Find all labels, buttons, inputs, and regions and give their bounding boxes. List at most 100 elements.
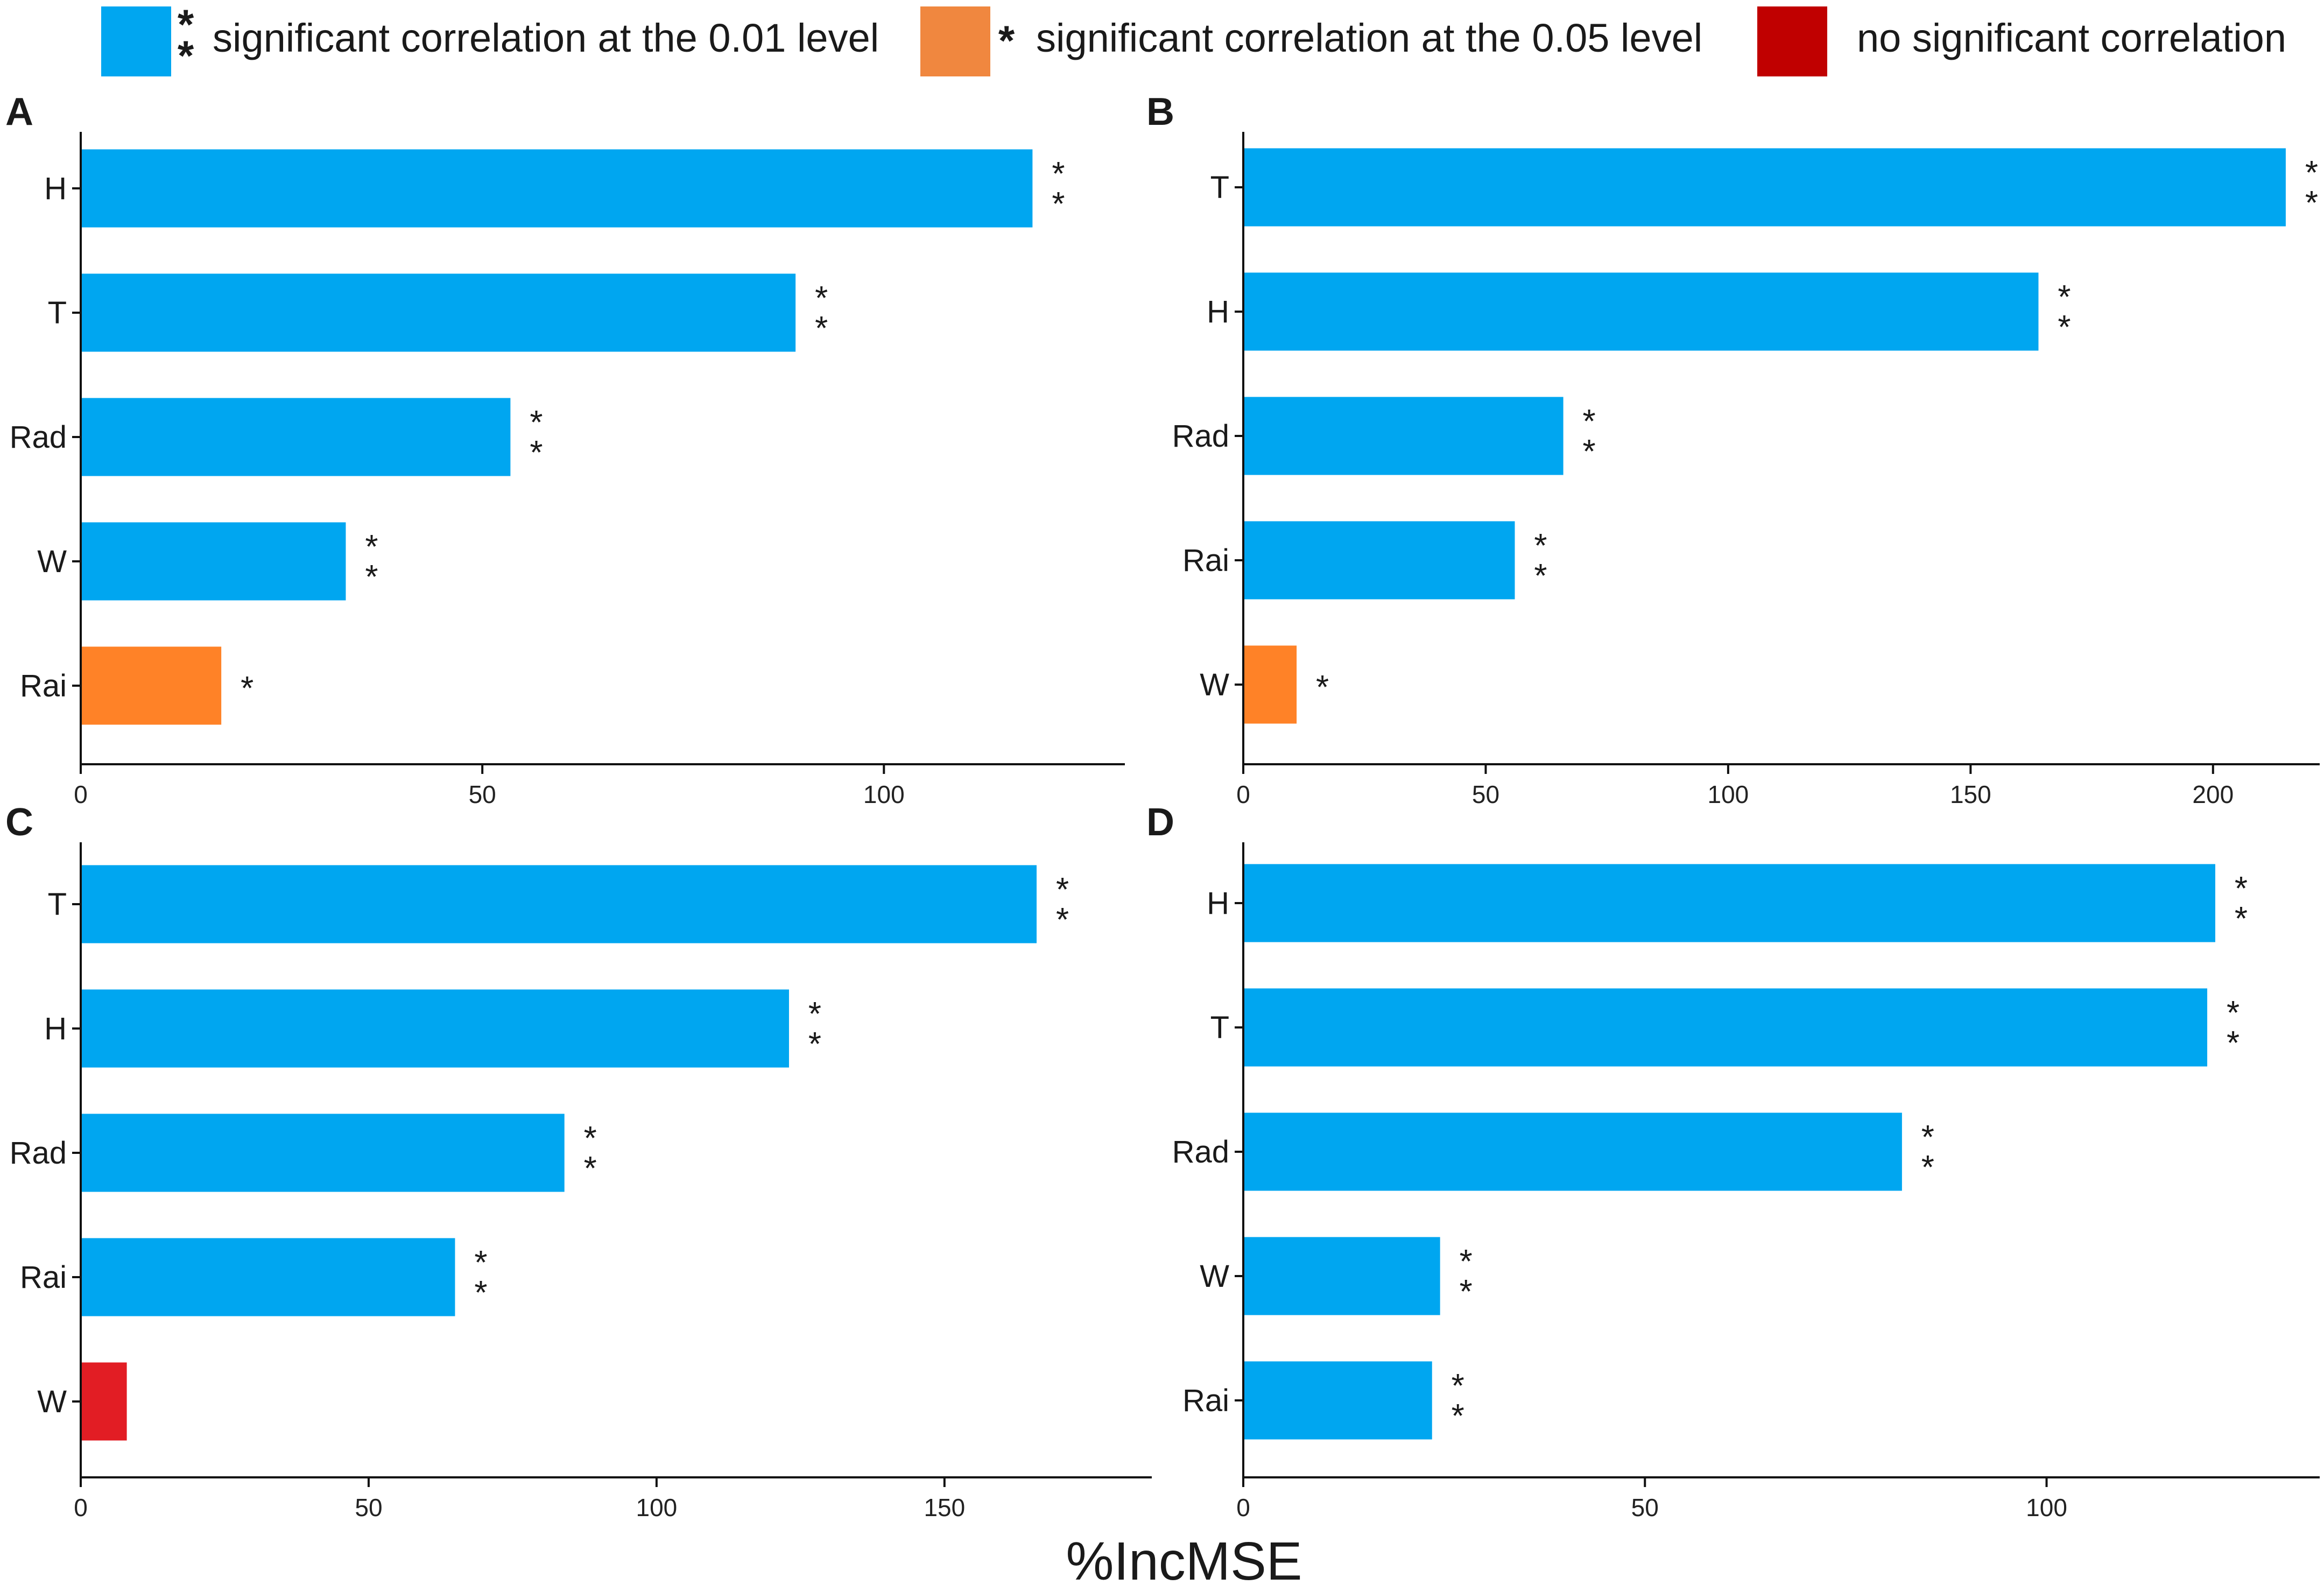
category-label-T: T <box>1210 1010 1229 1045</box>
significance-marker: * <box>1534 558 1547 595</box>
panel-letter: D <box>1146 801 1174 844</box>
x-tick-label: 0 <box>74 780 88 808</box>
legend-label-sig01: significant correlation at the 0.01 leve… <box>213 16 879 60</box>
bar-Rad <box>1244 397 1564 475</box>
significance-marker: * <box>808 1026 821 1063</box>
category-label-Rad: Rad <box>1172 419 1229 454</box>
category-label-Rai: Rai <box>1182 1383 1229 1418</box>
category-label-W: W <box>37 544 67 579</box>
panel-letter: B <box>1146 90 1174 133</box>
x-tick-label: 50 <box>1631 1494 1659 1521</box>
significance-marker: * <box>2058 279 2071 316</box>
x-tick-label: 0 <box>1236 1494 1250 1521</box>
significance-marker: * <box>1583 403 1596 440</box>
significance-marker: * <box>1316 669 1329 706</box>
significance-marker: * <box>1452 1398 1464 1435</box>
significance-marker: * <box>2227 1025 2240 1062</box>
significance-marker: * <box>474 1244 487 1281</box>
x-tick-label: 100 <box>2026 1494 2067 1521</box>
x-tick-label: 200 <box>2192 780 2234 808</box>
category-label-Rai: Rai <box>20 1260 67 1295</box>
x-tick-label: 150 <box>1950 780 1991 808</box>
category-label-T: T <box>48 295 67 330</box>
significance-marker: * <box>2227 995 2240 1032</box>
bar-H <box>82 989 789 1068</box>
bar-Rai <box>82 646 222 725</box>
x-tick-label: 50 <box>1472 780 1499 808</box>
category-label-T: T <box>48 887 67 922</box>
x-tick-label: 50 <box>355 1494 382 1521</box>
significance-marker: * <box>474 1274 487 1312</box>
significance-marker: * <box>1460 1243 1473 1280</box>
significance-marker: * <box>365 559 378 596</box>
category-label-Rad: Rad <box>10 420 67 455</box>
significance-marker: * <box>241 670 253 707</box>
category-label-H: H <box>44 1011 67 1046</box>
significance-marker: * <box>1052 186 1065 223</box>
bar-Rai <box>82 1238 455 1316</box>
legend-item-sig01: ** significant correlation at the 0.01 le… <box>101 1 879 79</box>
category-label-Rad: Rad <box>10 1136 67 1171</box>
significance-marker: * <box>2305 185 2318 222</box>
category-label-W: W <box>1200 1259 1229 1294</box>
x-tick-label: 100 <box>863 780 905 808</box>
significance-marker: * <box>530 404 543 441</box>
bar-Rad <box>1244 1112 1902 1191</box>
bar-T <box>1244 988 2208 1067</box>
legend-item-sig05: * significant correlation at the 0.05 lev… <box>920 6 1702 76</box>
x-axis-title: %IncMSE <box>1066 1531 1302 1585</box>
legend: ** significant correlation at the 0.01 le… <box>101 1 2286 79</box>
legend-swatch-sig01 <box>101 6 171 76</box>
bar-T <box>82 865 1037 943</box>
bar-T <box>82 273 796 352</box>
legend-marker-sig01: * <box>178 1 194 48</box>
significance-marker: * <box>584 1150 597 1187</box>
category-label-H: H <box>1207 886 1229 921</box>
category-label-Rad: Rad <box>1172 1135 1229 1170</box>
category-label-H: H <box>44 171 67 206</box>
bar-W <box>82 1362 127 1441</box>
bar-W <box>1244 1237 1440 1315</box>
significance-marker: * <box>530 434 543 471</box>
significance-marker: * <box>1460 1273 1473 1311</box>
bar-H <box>1244 864 2215 942</box>
x-tick-label: 50 <box>469 780 496 808</box>
significance-marker: * <box>1056 901 1069 939</box>
significance-marker: * <box>815 310 828 347</box>
bar-Rai <box>1244 1361 1432 1440</box>
significance-marker: * <box>365 529 378 566</box>
legend-swatch-nosig <box>1757 6 1827 76</box>
significance-marker: * <box>2305 154 2318 192</box>
significance-marker: * <box>1921 1119 1934 1156</box>
category-label-W: W <box>1200 667 1229 702</box>
significance-marker: * <box>2235 870 2248 907</box>
significance-marker: * <box>1056 871 1069 908</box>
legend-label-nosig: no significant correlation <box>1857 16 2286 60</box>
bar-Rad <box>82 1114 565 1192</box>
x-tick-label: 100 <box>1708 780 1749 808</box>
significance-marker: * <box>2058 309 2071 346</box>
category-label-T: T <box>1210 170 1229 205</box>
significance-marker: * <box>1052 156 1065 193</box>
bar-H <box>1244 272 2039 351</box>
category-label-Rai: Rai <box>1182 543 1229 578</box>
category-label-H: H <box>1207 294 1229 329</box>
legend-marker-sig01: * <box>178 32 194 79</box>
panel-letter: C <box>5 801 33 844</box>
significance-marker: * <box>808 996 821 1033</box>
legend-label-sig05: significant correlation at the 0.05 leve… <box>1036 16 1702 60</box>
significance-marker: * <box>1452 1368 1464 1405</box>
legend-marker-sig05: * <box>998 17 1015 64</box>
bar-Rad <box>82 398 511 476</box>
significance-marker: * <box>1534 527 1547 565</box>
significance-marker: * <box>815 280 828 317</box>
legend-swatch-sig05 <box>920 6 990 76</box>
significance-marker: * <box>2235 900 2248 938</box>
x-tick-label: 100 <box>636 1494 678 1521</box>
category-label-Rai: Rai <box>20 668 67 703</box>
